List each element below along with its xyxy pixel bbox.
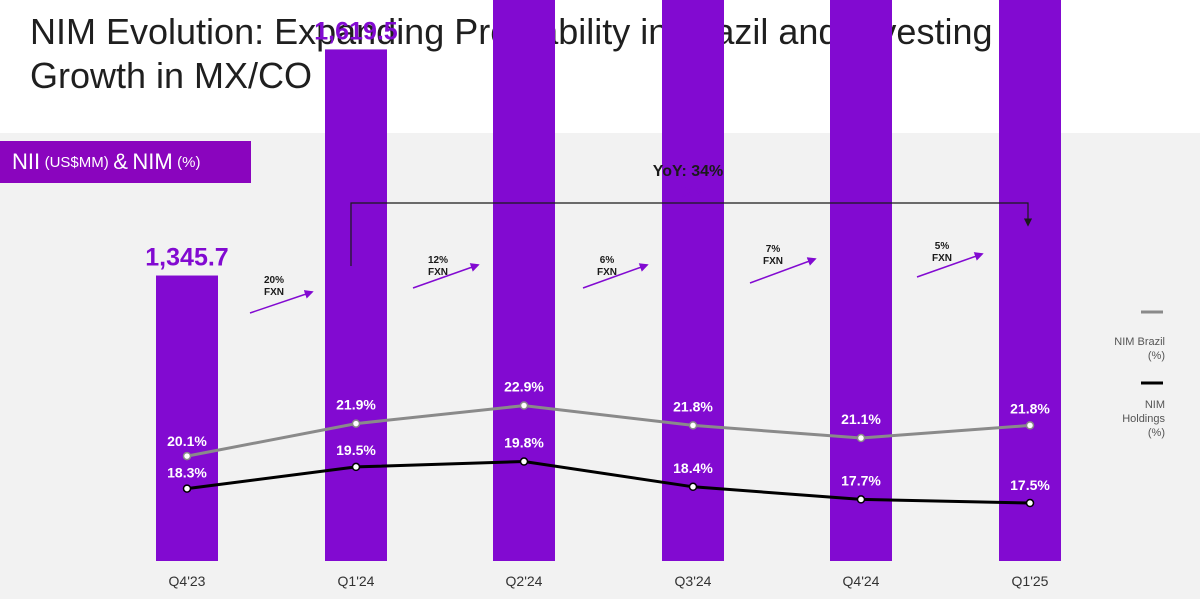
nim-holdings-label: 17.5% (1010, 477, 1050, 493)
nii-bar (662, 0, 724, 562)
legend-label: (%) (1148, 427, 1165, 439)
chip-nii: NII (12, 149, 41, 174)
growth-pct-label: 7% (766, 244, 781, 255)
growth-pct-label: 12% (428, 255, 448, 266)
yoy-label: YoY: 34% (653, 163, 724, 180)
nii-value-label: 1,619.5 (314, 17, 398, 45)
growth-unit-label: FXN (763, 256, 783, 267)
nii-bar (830, 0, 892, 562)
legend-label: (%) (1148, 350, 1165, 362)
growth-arrow (412, 263, 480, 289)
growth-arrow (249, 290, 314, 314)
nim-holdings-line (186, 459, 1031, 505)
x-tick-label: Q2'24 (506, 573, 543, 589)
yoy-unit-label: FXN (672, 184, 704, 201)
chip-amp: & (113, 149, 128, 174)
legend-label: Holdings (1122, 413, 1165, 425)
nii-bar (156, 275, 218, 561)
chip-unit-pct: (%) (177, 153, 201, 171)
chip-unit-usd: (US$MM) (44, 153, 109, 171)
nim-holdings-point (182, 484, 192, 493)
x-tick-label: Q4'24 (843, 573, 880, 589)
nim-holdings-label: 19.8% (504, 435, 544, 451)
nim-brazil-label: 22.9% (504, 379, 544, 395)
nii-value-label: 1,345.7 (145, 244, 228, 272)
nim-holdings-point (856, 495, 866, 504)
growth-unit-label: FXN (264, 287, 284, 298)
nim-holdings-label: 19.5% (336, 442, 376, 458)
legend-label: NIM (1145, 399, 1165, 411)
nim-brazil-point (1025, 421, 1035, 430)
growth-pct-label: 5% (935, 241, 950, 252)
nii-bar (325, 49, 387, 561)
nim-holdings-label: 18.4% (673, 460, 713, 476)
x-tick-label: Q1'25 (1012, 573, 1049, 589)
nim-brazil-label: 21.1% (841, 411, 881, 427)
nim-brazil-point (856, 433, 866, 443)
nii-bar (999, 0, 1061, 561)
nim-brazil-label: 21.9% (336, 397, 376, 413)
x-tick-label: Q3'24 (675, 573, 712, 589)
nim-brazil-label: 21.8% (1010, 400, 1050, 416)
nii-bar (493, 0, 555, 561)
nim-holdings-point (1025, 498, 1035, 508)
growth-unit-label: FXN (932, 253, 952, 264)
growth-unit-label: FXN (428, 267, 448, 278)
nim-holdings-point (688, 482, 698, 492)
nim-brazil-point (688, 421, 698, 430)
chart-title-chip: NII (US$MM) & NIM (%) (0, 141, 251, 183)
nim-holdings-point (519, 457, 529, 466)
nim-brazil-point (351, 419, 361, 428)
nim-holdings-point (351, 462, 361, 472)
legend-label: NIM Brazil (1114, 336, 1165, 348)
nim-brazil-label: 20.1% (167, 433, 207, 449)
chip-nim: NIM (132, 149, 173, 174)
nim-holdings-label: 18.3% (167, 465, 207, 481)
nim-holdings-label: 17.7% (841, 472, 881, 488)
nim-brazil-label: 21.8% (673, 398, 713, 414)
yoy-bracket (350, 202, 1033, 266)
nim-brazil-line (186, 404, 1031, 458)
nim-brazil-point (182, 451, 192, 461)
growth-unit-label: FXN (597, 267, 617, 278)
x-tick-label: Q4'23 (169, 573, 206, 589)
growth-pct-label: 6% (600, 255, 615, 266)
growth-arrow (916, 252, 984, 278)
growth-pct-label: 20% (264, 275, 284, 286)
nim-brazil-point (519, 401, 529, 410)
growth-arrow (749, 257, 817, 284)
x-tick-label: Q1'24 (338, 573, 375, 589)
growth-arrow (582, 263, 649, 289)
